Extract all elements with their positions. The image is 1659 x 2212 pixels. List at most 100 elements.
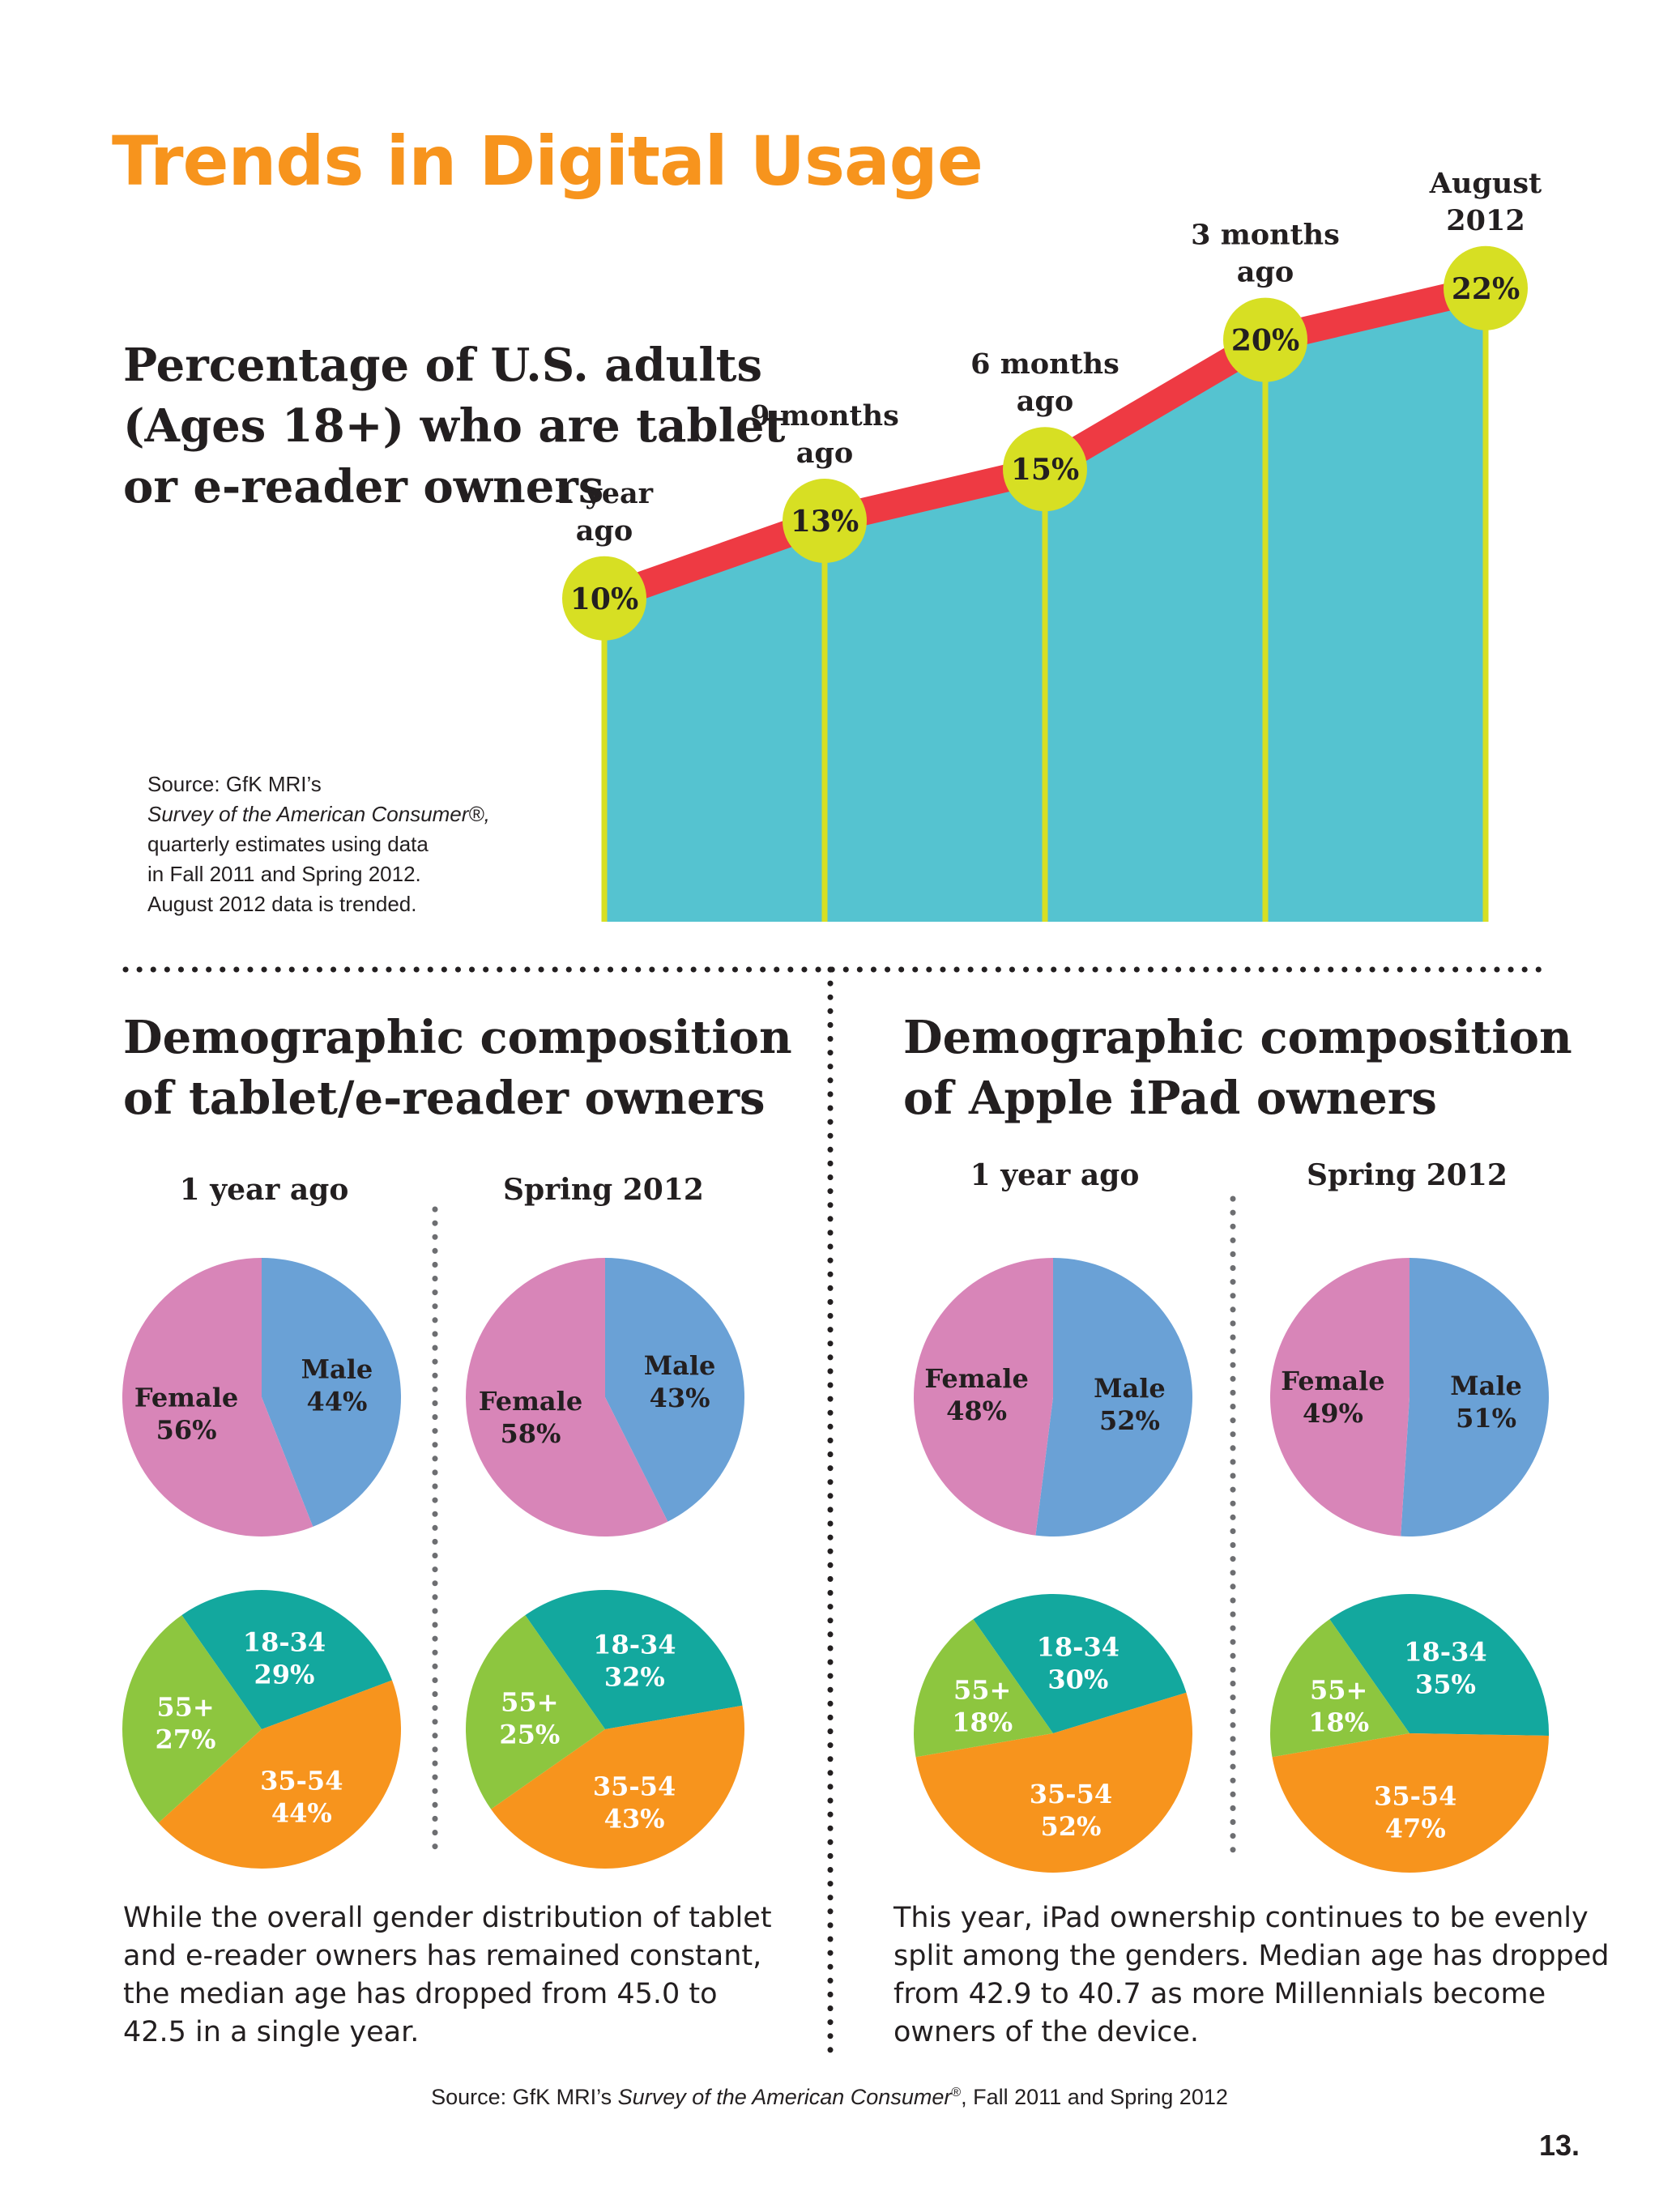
trend-category-label: 3 months: [1191, 219, 1340, 252]
trend-category-label: ago: [576, 514, 633, 548]
pie-slice-label: Female: [924, 1363, 1028, 1394]
pie-slice-label: 35-54: [1030, 1779, 1112, 1809]
pie-slice-35-54: [491, 1705, 744, 1869]
trend-category-label: ago: [1017, 385, 1074, 418]
pie-slice-55-plus: [466, 1615, 605, 1809]
trend-value-label: 22%: [1452, 272, 1520, 306]
pie-slice-value: 29%: [254, 1660, 315, 1690]
trend-value-label: 13%: [791, 505, 859, 539]
pie-slice-18-34: [973, 1594, 1187, 1733]
trend-value-label: 20%: [1231, 324, 1299, 358]
period-label-tablet-spring-2012: Spring 2012: [503, 1173, 704, 1207]
pie-slice-Female: [465, 1258, 668, 1536]
pie-slice-label: 55+: [953, 1675, 1011, 1706]
trend-category-label: August: [1429, 167, 1542, 200]
pie-slice-value: 44%: [306, 1386, 367, 1417]
pie-slice-label: 18-34: [593, 1630, 676, 1660]
pie-slice-value: 35%: [1415, 1669, 1476, 1699]
trend-source-line-3: quarterly estimates using data: [147, 832, 429, 856]
period-label-ipad-1-year-ago: 1 year ago: [970, 1158, 1140, 1192]
trend-point-marker: [1003, 427, 1087, 512]
pie-slice-value: 25%: [499, 1720, 560, 1750]
trend-source-line-5: August 2012 data is trended.: [147, 892, 417, 916]
pie-slice-value: 43%: [650, 1383, 710, 1413]
pie-slice-Male: [1401, 1258, 1549, 1537]
pie-slice-value: 58%: [500, 1418, 561, 1449]
trend-source-line-1: Source: GfK MRI’s: [147, 772, 322, 796]
pie-slice-label: 55+: [156, 1691, 214, 1722]
trend-category-label: ago: [1237, 256, 1294, 289]
trend-category-label: 6 months: [970, 347, 1120, 381]
pie-slice-value: 27%: [156, 1724, 216, 1754]
demographic-heading-ipad: Demographic composition of Apple iPad ow…: [903, 1008, 1632, 1129]
pie-slice-value: 30%: [1047, 1664, 1108, 1695]
pie-slice-Male: [262, 1258, 401, 1527]
pie-slice-label: Male: [1094, 1373, 1166, 1404]
tablet-summary-text: While the overall gender distribution of…: [123, 1902, 772, 2048]
pie-slice-35-54: [915, 1692, 1192, 1873]
pie-slice-value: 18%: [1308, 1707, 1369, 1738]
pie-slice-value: 44%: [271, 1798, 332, 1829]
pie-slice-label: Male: [644, 1350, 716, 1381]
trend-category-label: ago: [796, 437, 854, 470]
trend-value-label: 10%: [570, 582, 638, 616]
pie-slice-Male: [605, 1258, 744, 1522]
pie-slice-label: 35-54: [593, 1771, 676, 1801]
trend-heading-line-2: (Ages 18+) who are tablet: [123, 399, 786, 453]
pie-slice-Male: [1035, 1258, 1193, 1536]
pie-slice-value: 52%: [1040, 1811, 1101, 1842]
pie-slice-55-plus: [1270, 1619, 1410, 1758]
footer-source-suffix: , Fall 2011 and Spring 2012: [961, 2085, 1228, 2109]
demographic-heading-tablet-line-2: of tablet/e-reader owners: [123, 1072, 766, 1125]
trend-heading-line-3: or e-reader owners: [123, 460, 604, 514]
pie-slice-18-34: [525, 1590, 743, 1729]
pie-slice-label: Female: [134, 1383, 238, 1413]
pie-slice-label: Male: [1450, 1370, 1522, 1401]
pie-slice-label: 18-34: [1404, 1636, 1486, 1667]
pie-slice-label: Female: [1281, 1366, 1384, 1396]
pie-slice-label: Male: [301, 1353, 373, 1384]
trend-source-note: Source: GfK MRI’s Survey of the American…: [147, 769, 520, 919]
pie-slice-Female: [914, 1258, 1053, 1536]
pie-slice-value: 43%: [604, 1803, 665, 1834]
pie-slice-label: Female: [479, 1386, 582, 1417]
trend-point-marker: [1444, 245, 1528, 330]
demographic-heading-tablet-line-1: Demographic composition: [123, 1011, 792, 1064]
pie-slice-value: 56%: [156, 1415, 217, 1446]
footer-source-prefix: Source: GfK MRI’s: [431, 2085, 618, 2109]
pie-slice-label: 35-54: [260, 1766, 343, 1796]
pie-slice-label: 55+: [501, 1687, 558, 1718]
trend-source-line-4: in Fall 2011 and Spring 2012.: [147, 862, 421, 886]
pie-slice-value: 49%: [1303, 1398, 1363, 1429]
pie-slice-label: 35-54: [1374, 1780, 1456, 1811]
pie-slice-value: 32%: [604, 1662, 665, 1693]
footer-source-registered-mark: ®: [951, 2086, 962, 2099]
pie-slice-18-34: [181, 1590, 393, 1729]
footer-source-survey-name: Survey of the American Consumer: [617, 2085, 952, 2109]
period-label-tablet-1-year-ago: 1 year ago: [179, 1173, 349, 1207]
pie-slice-label: 18-34: [243, 1627, 326, 1658]
trend-value-label: 15%: [1011, 453, 1079, 487]
trend-source-line-2: Survey of the American Consumer®,: [147, 802, 490, 826]
pie-slice-value: 52%: [1099, 1405, 1160, 1436]
trend-chart-heading: Percentage of U.S. adults (Ages 18+) who…: [123, 335, 787, 518]
pie-slice-value: 51%: [1456, 1403, 1516, 1434]
trend-area-chart: 10% 1 year ago 13% 9 months ago 15% 6 months ago…: [556, 167, 1542, 922]
pie-slice-35-54: [158, 1680, 401, 1869]
demographic-heading-ipad-line-2: of Apple iPad owners: [903, 1072, 1437, 1125]
pie-slice-Female: [122, 1258, 313, 1536]
pie-slice-18-34: [1329, 1593, 1549, 1737]
period-label-ipad-spring-2012: Spring 2012: [1307, 1158, 1508, 1192]
pie-slice-value: 18%: [952, 1707, 1013, 1738]
demographic-heading-ipad-line-1: Demographic composition: [903, 1011, 1572, 1064]
